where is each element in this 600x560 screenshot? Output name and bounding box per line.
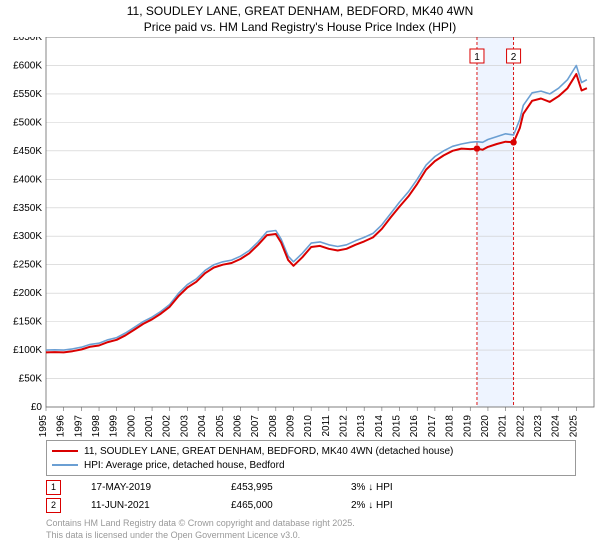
x-tick-label: 2020 xyxy=(480,415,491,438)
legend-label: HPI: Average price, detached house, Bedf… xyxy=(84,460,285,471)
txn-delta: 3% ↓ HPI xyxy=(351,482,471,493)
y-tick-label: £50K xyxy=(19,374,43,385)
x-tick-label: 2021 xyxy=(498,415,509,438)
txn-price: £453,995 xyxy=(231,482,351,493)
x-tick-label: 2010 xyxy=(303,415,314,438)
transactions-table: 1 17-MAY-2019£453,9953% ↓ HPI 2 11-JUN-2021… xyxy=(46,478,471,514)
legend-label: 11, SOUDLEY LANE, GREAT DENHAM, BEDFORD,… xyxy=(84,446,453,457)
copyright-line1: Contains HM Land Registry data © Crown c… xyxy=(46,518,355,530)
chart-area: £0 £50K £100K £150K £200K £250K £300K £350K £400… xyxy=(0,37,600,437)
x-tick-label: 2003 xyxy=(179,415,190,438)
x-tick-label: 2012 xyxy=(339,415,350,438)
x-tick-label: 2025 xyxy=(568,415,579,438)
x-tick-label: 2008 xyxy=(268,415,279,438)
x-tick-label: 1998 xyxy=(91,415,102,438)
y-tick-label: £200K xyxy=(13,288,42,299)
x-tick-label: 2009 xyxy=(285,415,296,438)
y-tick-label: £400K xyxy=(13,174,42,185)
x-tick-label: 2018 xyxy=(445,415,456,438)
x-tick-label: 2014 xyxy=(374,415,385,438)
x-tick-label: 2024 xyxy=(551,415,562,438)
x-tick-label: 1995 xyxy=(38,415,49,438)
data-point xyxy=(510,139,516,145)
x-tick-label: 2013 xyxy=(356,415,367,438)
x-tick-label: 2017 xyxy=(427,415,438,438)
y-tick-label: £500K xyxy=(13,118,42,129)
x-tick-label: 1997 xyxy=(73,415,84,438)
y-tick-label: £300K xyxy=(13,231,42,242)
x-tick-label: 2007 xyxy=(250,415,261,438)
y-tick-label: £550K xyxy=(13,89,42,100)
data-point xyxy=(474,146,480,152)
x-tick-label: 2006 xyxy=(232,415,243,438)
legend-row: 11, SOUDLEY LANE, GREAT DENHAM, BEDFORD,… xyxy=(52,444,570,458)
y-tick-label: £100K xyxy=(13,345,42,356)
x-tick-label: 1996 xyxy=(56,415,67,438)
txn-price: £465,000 xyxy=(231,500,351,511)
txn-row: 2 11-JUN-2021£465,0002% ↓ HPI xyxy=(46,496,471,514)
y-tick-label: £650K xyxy=(13,37,42,43)
chart-svg: £0 £50K £100K £150K £200K £250K £300K £350K £400… xyxy=(0,37,600,467)
marker-label: 2 xyxy=(511,52,517,63)
x-tick-label: 2002 xyxy=(162,415,173,438)
x-tick-label: 2011 xyxy=(321,415,332,437)
legend-swatch xyxy=(52,464,78,466)
y-tick-label: £350K xyxy=(13,203,42,214)
txn-row: 1 17-MAY-2019£453,9953% ↓ HPI xyxy=(46,478,471,496)
title-line2: Price paid vs. HM Land Registry's House … xyxy=(0,20,600,36)
txn-date: 11-JUN-2021 xyxy=(91,500,231,511)
legend-row: HPI: Average price, detached house, Bedf… xyxy=(52,458,570,472)
txn-marker: 2 xyxy=(46,498,61,513)
txn-delta: 2% ↓ HPI xyxy=(351,500,471,511)
copyright: Contains HM Land Registry data © Crown c… xyxy=(46,518,355,541)
x-tick-label: 2000 xyxy=(126,415,137,438)
x-tick-label: 2016 xyxy=(409,415,420,438)
title-line1: 11, SOUDLEY LANE, GREAT DENHAM, BEDFORD,… xyxy=(0,4,600,20)
chart-title: 11, SOUDLEY LANE, GREAT DENHAM, BEDFORD,… xyxy=(0,0,600,37)
x-tick-label: 2015 xyxy=(392,415,403,438)
x-tick-label: 2004 xyxy=(197,415,208,438)
txn-date: 17-MAY-2019 xyxy=(91,482,231,493)
y-tick-label: £0 xyxy=(31,402,43,413)
txn-marker: 1 xyxy=(46,480,61,495)
x-tick-label: 2023 xyxy=(533,415,544,438)
legend-box: 11, SOUDLEY LANE, GREAT DENHAM, BEDFORD,… xyxy=(46,440,576,476)
x-tick-label: 1999 xyxy=(109,415,120,438)
marker-label: 1 xyxy=(474,52,480,63)
x-tick-label: 2019 xyxy=(462,415,473,438)
x-tick-label: 2005 xyxy=(215,415,226,438)
x-tick-label: 2001 xyxy=(144,415,155,438)
y-tick-label: £250K xyxy=(13,260,42,271)
copyright-line2: This data is licensed under the Open Gov… xyxy=(46,530,355,542)
y-tick-label: £150K xyxy=(13,317,42,328)
legend-swatch xyxy=(52,450,78,452)
y-tick-label: £450K xyxy=(13,146,42,157)
shade-region xyxy=(477,37,514,407)
x-tick-label: 2022 xyxy=(515,415,526,438)
y-tick-label: £600K xyxy=(13,61,42,72)
